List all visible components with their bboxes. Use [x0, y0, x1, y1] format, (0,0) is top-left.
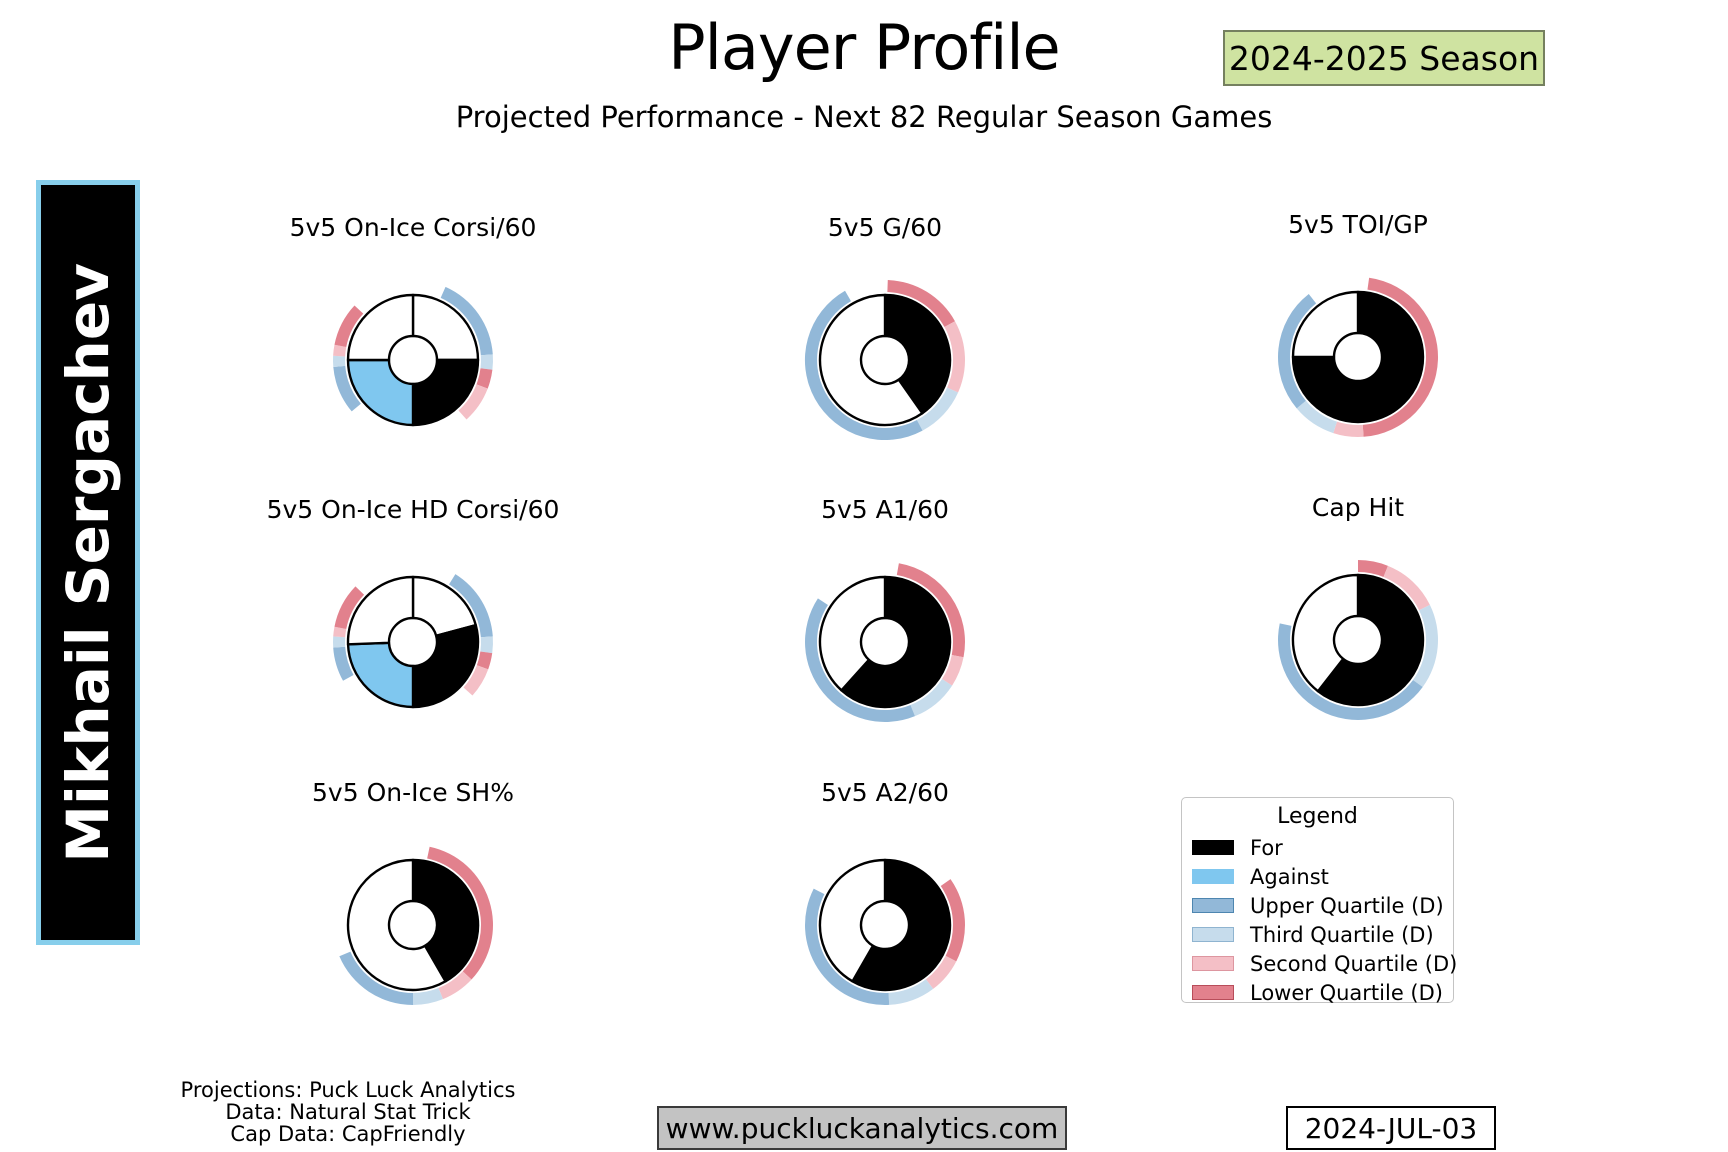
chart-title-hd-corsi: 5v5 On-Ice HD Corsi/60: [266, 495, 560, 524]
player-name-banner: Mikhail Sergachev: [36, 180, 140, 945]
donut-chart-g60: [804, 280, 965, 441]
legend-title: Legend: [1277, 804, 1358, 829]
legend-item-second-quartile: Second Quartile (D): [1192, 949, 1457, 978]
chart-toi: [1258, 257, 1458, 457]
legend-box: Legend For Against Upper Quartile (D) Th…: [1181, 797, 1457, 1005]
chart-title-a2: 5v5 A2/60: [821, 778, 949, 807]
legend-swatch-second-quartile: [1192, 956, 1234, 971]
website-url: www.puckluckanalytics.com: [665, 1111, 1059, 1145]
season-badge: 2024-2025 Season: [1223, 30, 1545, 86]
chart-hd-corsi: [313, 542, 513, 742]
report-date-box: 2024-JUL-03: [1286, 1106, 1496, 1150]
chart-corsi: [313, 260, 513, 460]
legend-item-label: Upper Quartile (D): [1250, 893, 1444, 918]
chart-cap-hit: [1258, 540, 1458, 740]
legend-item-label: For: [1250, 835, 1283, 860]
legend-swatch-lower-quartile: [1192, 985, 1234, 1000]
legend-item-label: Lower Quartile (D): [1250, 980, 1443, 1005]
legend-swatch-against: [1192, 869, 1234, 884]
credit-projections: Projections: Puck Luck Analytics: [180, 1078, 516, 1102]
page-title: Player Profile: [668, 11, 1060, 84]
legend-item-lower-quartile: Lower Quartile (D): [1192, 978, 1443, 1007]
legend-swatch-third-quartile: [1192, 927, 1234, 942]
credit-data: Data: Natural Stat Trick: [225, 1100, 471, 1124]
chart-title-a1: 5v5 A1/60: [821, 495, 949, 524]
donut-chart-corsi: [332, 286, 494, 427]
report-date: 2024-JUL-03: [1304, 1111, 1478, 1145]
chart-title-g60: 5v5 G/60: [827, 213, 943, 242]
chart-title-cap-hit: Cap Hit: [1311, 493, 1405, 522]
legend-item-label: Third Quartile (D): [1250, 922, 1434, 947]
website-box: www.puckluckanalytics.com: [657, 1106, 1067, 1150]
credit-cap-data: Cap Data: CapFriendly: [230, 1122, 466, 1146]
page-subtitle: Projected Performance - Next 82 Regular …: [455, 100, 1273, 134]
chart-title-corsi: 5v5 On-Ice Corsi/60: [289, 213, 537, 242]
credits: Projections: Puck Luck Analytics Data: N…: [148, 1079, 548, 1145]
donut-chart-sh-pct: [339, 846, 493, 1005]
legend-item-upper-quartile: Upper Quartile (D): [1192, 891, 1444, 920]
chart-a2: [785, 825, 985, 1025]
donut-chart-cap-hit: [1278, 560, 1438, 720]
legend-item-for: For: [1192, 833, 1443, 862]
legend-swatch-upper-quartile: [1192, 898, 1234, 913]
donut-chart-toi: [1278, 277, 1439, 438]
chart-title-toi: 5v5 TOI/GP: [1288, 210, 1428, 239]
chart-title-sh-pct: 5v5 On-Ice SH%: [312, 778, 514, 807]
legend-item-third-quartile: Third Quartile (D): [1192, 920, 1443, 949]
chart-g60: [785, 260, 985, 460]
legend-swatch-for: [1192, 840, 1234, 855]
chart-a1: [785, 542, 985, 742]
legend-item-label: Against: [1250, 864, 1329, 889]
donut-chart-hd-corsi: [332, 574, 494, 709]
donut-chart-a2: [805, 858, 966, 1005]
player-name: Mikhail Sergachev: [54, 262, 122, 863]
chart-sh-pct: [313, 825, 513, 1025]
legend-item-label: Second Quartile (D): [1250, 951, 1458, 976]
donut-chart-a1: [805, 563, 965, 722]
legend-item-against: Against: [1192, 862, 1443, 891]
